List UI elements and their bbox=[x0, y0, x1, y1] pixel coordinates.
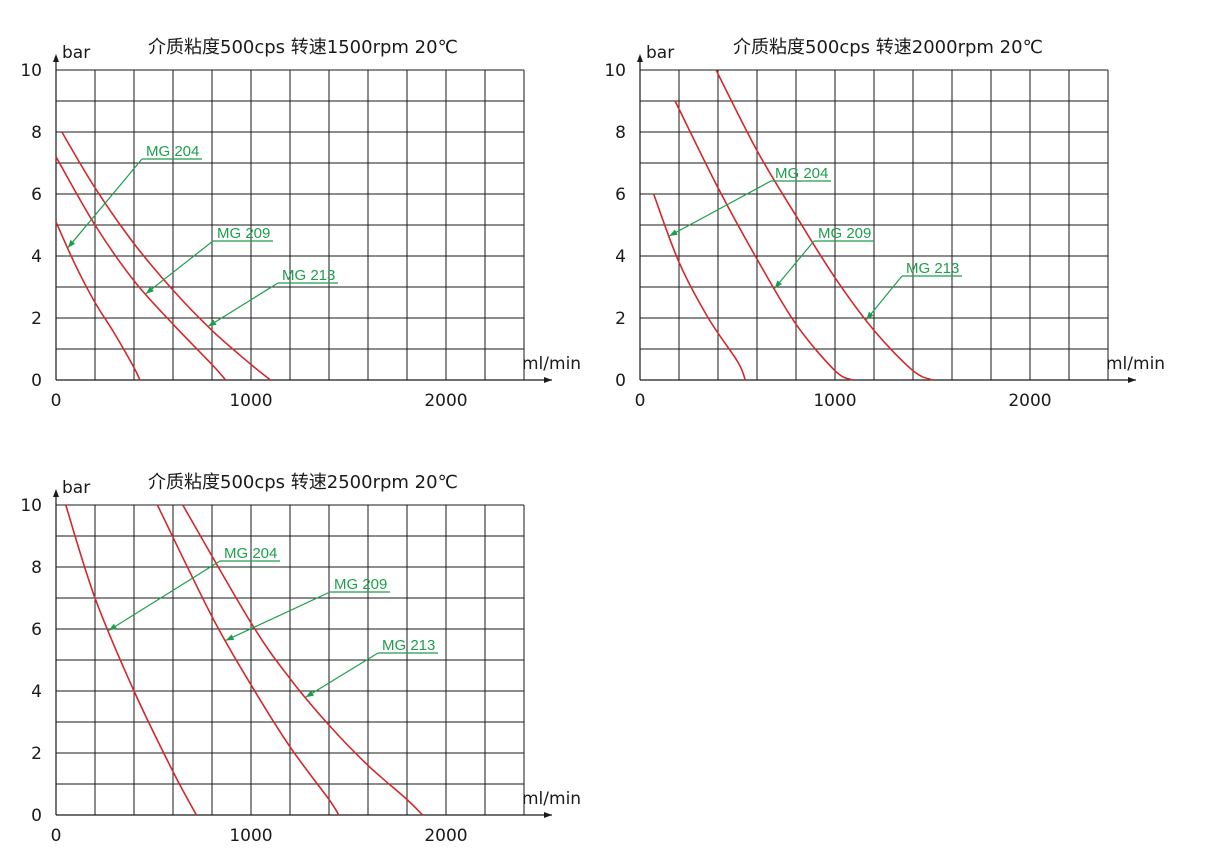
series-annotation: MG 209 bbox=[774, 225, 874, 289]
series-line-mg-209 bbox=[674, 100, 853, 381]
x-tick-label: 2000 bbox=[1008, 391, 1051, 411]
series-label: MG 213 bbox=[282, 267, 335, 284]
leader-line bbox=[207, 282, 279, 327]
y-tick-label: 4 bbox=[31, 682, 42, 702]
series-annotation: MG 209 bbox=[145, 225, 273, 295]
arrowhead-icon bbox=[67, 239, 76, 248]
series-annotation: MG 213 bbox=[865, 260, 962, 321]
y-tick-label: 8 bbox=[31, 123, 42, 143]
series-label: MG 213 bbox=[382, 637, 435, 654]
leader-line bbox=[865, 275, 903, 321]
series-line-mg-204 bbox=[652, 193, 747, 381]
y-axis-label: bar bbox=[62, 43, 90, 63]
chart-title: 介质粘度500cps 转速2500rpm 20℃ bbox=[148, 472, 458, 493]
y-tick-label: 10 bbox=[604, 61, 626, 81]
arrowhead-icon bbox=[305, 690, 314, 698]
y-tick-label: 6 bbox=[615, 185, 626, 205]
x-tick-label: 2000 bbox=[424, 826, 467, 846]
arrowhead-icon bbox=[669, 229, 678, 236]
series-line-mg-204 bbox=[55, 221, 141, 381]
y-tick-label: 6 bbox=[31, 185, 42, 205]
chart-title: 介质粘度500cps 转速1500rpm 20℃ bbox=[148, 37, 458, 58]
y-tick-label: 0 bbox=[31, 806, 42, 826]
series-line-mg-204 bbox=[64, 504, 198, 816]
arrowhead-icon bbox=[108, 623, 118, 631]
series-line-mg-209 bbox=[55, 156, 227, 381]
x-tick-label: 2000 bbox=[424, 391, 467, 411]
leader-line bbox=[108, 560, 221, 632]
y-tick-label: 10 bbox=[20, 61, 42, 81]
series-line-mg-213 bbox=[182, 504, 424, 816]
grid bbox=[639, 69, 1109, 381]
x-axis-arrow-icon bbox=[544, 812, 552, 818]
series-annotation: MG 209 bbox=[225, 576, 390, 642]
y-tick-label: 0 bbox=[615, 371, 626, 391]
x-axis-label: ml/min bbox=[522, 789, 581, 809]
y-tick-label: 4 bbox=[31, 247, 42, 267]
leader-line bbox=[145, 240, 214, 295]
leader-line bbox=[305, 652, 379, 698]
series-annotation: MG 213 bbox=[305, 637, 438, 698]
y-axis-arrow-icon bbox=[637, 54, 643, 62]
y-tick-label: 4 bbox=[615, 247, 626, 267]
x-tick-label: 0 bbox=[51, 826, 62, 846]
leader-line bbox=[67, 158, 143, 249]
series-line-mg-209 bbox=[156, 504, 340, 816]
grid bbox=[55, 69, 525, 381]
y-axis-arrow-icon bbox=[53, 489, 59, 497]
grid bbox=[55, 504, 525, 816]
series-label: MG 204 bbox=[224, 545, 277, 562]
y-tick-label: 2 bbox=[31, 744, 42, 764]
arrowhead-icon bbox=[208, 319, 217, 327]
x-axis-arrow-icon bbox=[1128, 377, 1136, 383]
chart-panel-2: 介质粘度500cps 转速2000rpm 20℃ bar ml/min 0 2 4 6 8 10… bbox=[604, 37, 1165, 411]
chart-title: 介质粘度500cps 转速2000rpm 20℃ bbox=[733, 37, 1043, 58]
y-tick-label: 8 bbox=[615, 123, 626, 143]
y-tick-label: 0 bbox=[31, 371, 42, 391]
arrowhead-icon bbox=[225, 634, 235, 641]
chart-panel-1: 介质粘度500cps 转速1500rpm 20℃ bar ml/min 0 2 4 6 8 10… bbox=[20, 37, 581, 411]
x-tick-label: 1000 bbox=[813, 391, 856, 411]
series-label: MG 213 bbox=[906, 260, 959, 277]
y-axis-arrow-icon bbox=[53, 54, 59, 62]
arrowhead-icon bbox=[145, 286, 154, 294]
x-tick-label: 1000 bbox=[229, 391, 272, 411]
y-tick-label: 2 bbox=[31, 309, 42, 329]
x-axis-label: ml/min bbox=[1106, 354, 1165, 374]
series-annotation: MG 204 bbox=[108, 545, 280, 632]
y-axis-label: bar bbox=[646, 43, 674, 63]
leader-line bbox=[668, 180, 772, 237]
x-axis-label: ml/min bbox=[522, 354, 581, 374]
y-tick-label: 2 bbox=[615, 309, 626, 329]
series-label: MG 209 bbox=[217, 225, 270, 242]
series-line-mg-213 bbox=[61, 131, 271, 381]
series-annotation: MG 213 bbox=[207, 267, 338, 327]
arrowhead-icon bbox=[774, 280, 782, 289]
series-annotation: MG 204 bbox=[67, 143, 202, 249]
x-tick-label: 1000 bbox=[229, 826, 272, 846]
arrowhead-icon bbox=[866, 311, 874, 320]
leader-line bbox=[774, 240, 815, 289]
leader-line bbox=[225, 591, 331, 642]
series-annotation: MG 204 bbox=[668, 165, 831, 237]
series-label: MG 204 bbox=[146, 143, 199, 160]
chart-panel-3: 介质粘度500cps 转速2500rpm 20℃ bar ml/min 0 2 4 6 8 10… bbox=[20, 472, 581, 846]
y-tick-label: 8 bbox=[31, 558, 42, 578]
series-line-mg-213 bbox=[715, 69, 933, 381]
y-axis-label: bar bbox=[62, 478, 90, 498]
series-label: MG 209 bbox=[334, 576, 387, 593]
y-tick-label: 10 bbox=[20, 496, 42, 516]
x-tick-label: 0 bbox=[635, 391, 646, 411]
y-tick-label: 6 bbox=[31, 620, 42, 640]
x-axis-arrow-icon bbox=[544, 377, 552, 383]
series-label: MG 204 bbox=[775, 165, 828, 182]
x-tick-label: 0 bbox=[51, 391, 62, 411]
series-label: MG 209 bbox=[818, 225, 871, 242]
